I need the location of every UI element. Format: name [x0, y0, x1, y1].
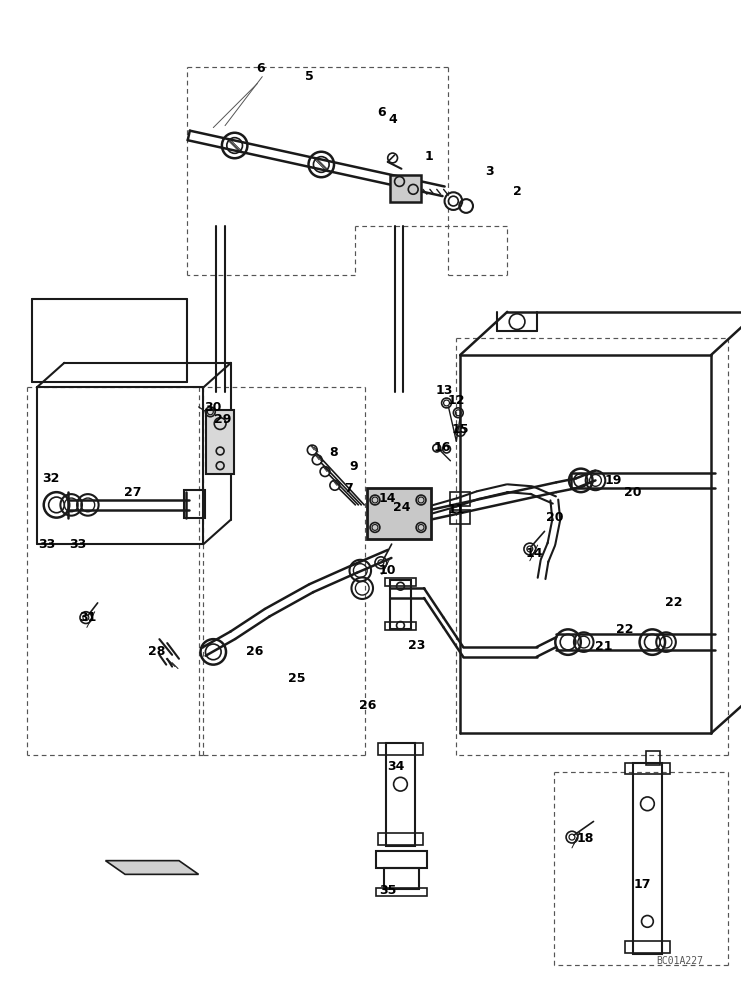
Bar [384, 867, 419, 889]
Bar [386, 743, 415, 846]
Text: 26: 26 [246, 645, 263, 658]
Text: 33: 33 [70, 538, 87, 551]
Text: 11: 11 [447, 503, 465, 516]
Bar [384, 622, 416, 630]
Text: 28: 28 [148, 645, 165, 658]
Bar [378, 743, 423, 755]
Bar [384, 578, 416, 586]
Text: 14: 14 [526, 547, 544, 560]
Text: 4: 4 [388, 113, 397, 126]
Text: 23: 23 [408, 639, 426, 652]
Text: 17: 17 [634, 878, 652, 891]
Text: 35: 35 [379, 884, 396, 897]
Text: 30: 30 [205, 401, 222, 414]
Bar [625, 763, 670, 774]
Text: 32: 32 [42, 472, 59, 485]
Text: 31: 31 [79, 611, 96, 624]
Polygon shape [105, 861, 198, 874]
Text: 2: 2 [512, 185, 521, 198]
Text: 8: 8 [330, 446, 338, 459]
Bar [625, 941, 670, 953]
Text: 29: 29 [215, 413, 232, 426]
Text: 1: 1 [425, 150, 433, 163]
Bar [390, 175, 421, 202]
Bar [376, 888, 427, 896]
Text: 33: 33 [38, 538, 55, 551]
Text: 22: 22 [616, 623, 634, 636]
Text: 19: 19 [604, 474, 622, 487]
Text: 5: 5 [305, 70, 313, 83]
Bar [390, 580, 411, 629]
Text: 27: 27 [124, 486, 141, 499]
Text: 12: 12 [447, 394, 465, 407]
Bar [646, 751, 660, 765]
Text: 34: 34 [387, 760, 404, 773]
Text: 6: 6 [378, 106, 386, 119]
Text: 6: 6 [256, 62, 265, 75]
Text: 20: 20 [545, 511, 563, 524]
Text: 3: 3 [485, 165, 494, 178]
Bar [378, 833, 423, 845]
Text: BC01A227: BC01A227 [656, 955, 703, 965]
Bar [367, 488, 431, 539]
Bar [450, 510, 470, 524]
Text: 25: 25 [288, 672, 305, 685]
Text: 10: 10 [379, 564, 396, 577]
Text: 15: 15 [452, 423, 469, 436]
Text: 21: 21 [595, 641, 612, 654]
Text: 24: 24 [393, 501, 410, 514]
Text: 14: 14 [379, 492, 396, 505]
Bar [184, 490, 206, 518]
Bar [633, 763, 662, 954]
Bar [376, 851, 427, 868]
Bar [450, 492, 470, 506]
Text: 18: 18 [577, 832, 595, 845]
Bar [206, 410, 234, 474]
Text: 22: 22 [665, 596, 683, 609]
Text: 7: 7 [344, 482, 353, 495]
Text: 13: 13 [436, 384, 453, 397]
Text: 16: 16 [434, 441, 451, 454]
Text: 26: 26 [360, 699, 377, 712]
Text: 20: 20 [624, 486, 642, 499]
Text: 9: 9 [349, 460, 358, 473]
